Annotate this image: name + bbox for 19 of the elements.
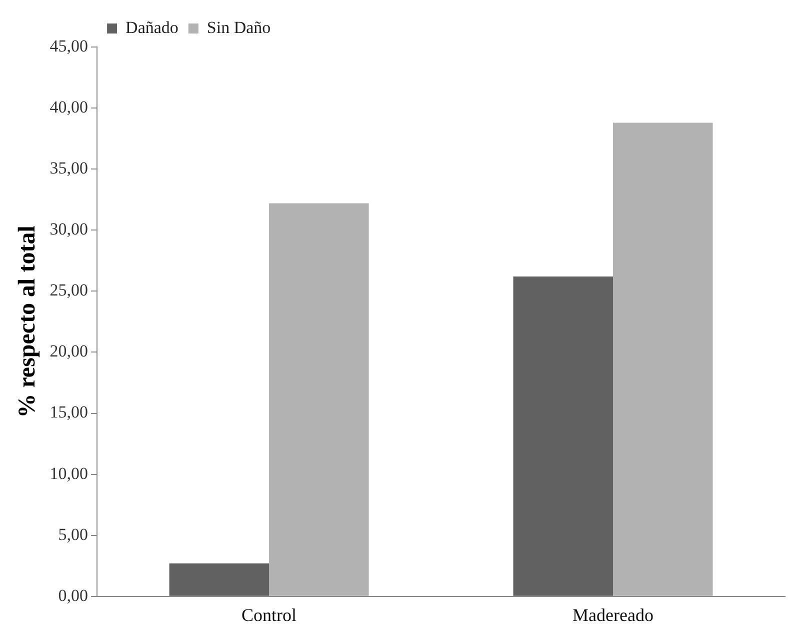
legend-label: Sin Daño [206,18,271,37]
y-tick-label: 35,00 [50,158,88,178]
y-tick-label: 25,00 [50,280,88,300]
bar [513,276,614,596]
bar [269,203,369,596]
y-tick-label: 10,00 [50,464,88,483]
y-tick-label: 15,00 [50,402,88,422]
x-tick-label: Madereado [572,604,654,625]
y-tick-label: 5,00 [58,524,88,544]
bar [613,122,713,596]
y-tick-label: 20,00 [50,342,88,361]
legend-label: Dañado [126,18,178,37]
y-tick-label: 30,00 [50,220,88,239]
x-tick-label: Control [242,604,297,625]
y-tick-label: 0,00 [58,586,88,605]
y-axis-title: % respecto al total [14,225,41,418]
bar [169,563,270,596]
y-tick-label: 40,00 [50,98,88,117]
y-tick-label: 45,00 [50,36,88,56]
